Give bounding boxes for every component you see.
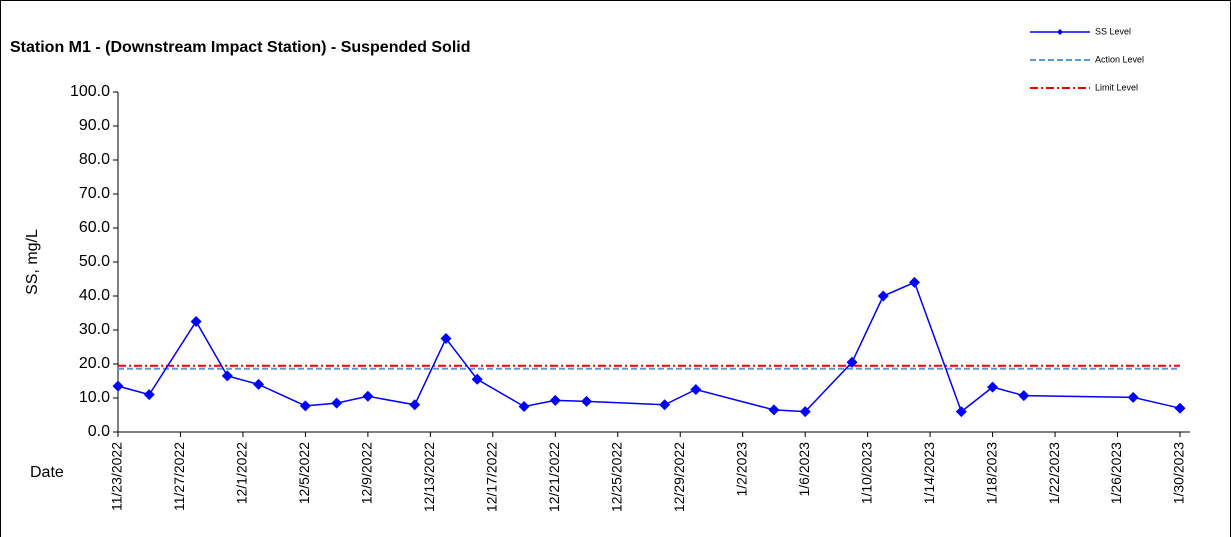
x-tick-label: 1/22/2023 [1046, 442, 1062, 504]
legend-marker [1057, 29, 1063, 35]
legend-label: SS Level [1095, 26, 1131, 36]
y-tick-label: 0.0 [88, 423, 110, 440]
x-tick-label: 11/23/2022 [109, 442, 125, 511]
x-tick-label: 12/17/2022 [484, 442, 500, 512]
chart-title: Station M1 - (Downstream Impact Station)… [10, 39, 470, 56]
data-point [221, 370, 233, 382]
data-point [659, 399, 671, 411]
data-point [518, 401, 530, 412]
data-point [909, 276, 920, 288]
x-axis-label: Date [30, 464, 64, 481]
y-tick-label: 80.0 [79, 151, 110, 168]
data-point [1127, 391, 1139, 403]
data-point [768, 404, 780, 416]
legend-label: Action Level [1095, 54, 1144, 64]
x-tick-label: 12/21/2022 [546, 442, 562, 512]
data-point [299, 400, 311, 412]
data-point [440, 333, 452, 344]
data-point [471, 373, 483, 385]
y-tick-label: 20.0 [79, 355, 110, 372]
y-tick-label: 10.0 [79, 389, 110, 406]
data-point [846, 356, 858, 368]
data-point [799, 406, 811, 418]
x-tick-label: 12/13/2022 [421, 442, 437, 512]
data-point [112, 380, 124, 392]
x-tick-label: 1/6/2023 [796, 442, 812, 497]
y-tick-label: 100.0 [70, 83, 110, 100]
data-point [877, 290, 889, 302]
data-point [549, 394, 561, 406]
data-point [362, 390, 374, 402]
data-point [690, 384, 702, 395]
x-tick-label: 12/29/2022 [671, 442, 687, 512]
x-tick-label: 1/10/2023 [858, 442, 874, 504]
x-tick-label: 12/25/2022 [608, 442, 624, 512]
data-point [955, 406, 967, 418]
legend-label: Limit Level [1095, 82, 1138, 92]
data-point [987, 381, 999, 393]
y-tick-label: 50.0 [79, 253, 110, 270]
data-point [253, 378, 265, 390]
y-tick-label: 70.0 [79, 185, 110, 202]
x-tick-label: 12/1/2022 [234, 442, 250, 504]
data-line [117, 281, 1181, 413]
data-point [409, 399, 421, 411]
x-tick-label: 1/30/2023 [1171, 442, 1187, 504]
y-tick-label: 40.0 [79, 287, 110, 304]
data-point [1174, 402, 1186, 414]
y-axis-label: SS, mg/L [24, 229, 41, 295]
data-point [331, 397, 343, 409]
y-tick-label: 60.0 [79, 219, 110, 236]
x-tick-label: 11/27/2022 [171, 442, 187, 511]
data-point [581, 395, 593, 407]
x-tick-label: 1/2/2023 [733, 442, 749, 497]
x-tick-label: 1/18/2023 [983, 442, 999, 504]
x-tick-label: 1/26/2023 [1108, 442, 1124, 504]
x-tick-label: 1/14/2023 [921, 442, 937, 504]
x-tick-label: 12/9/2022 [359, 442, 375, 504]
data-point [143, 389, 155, 401]
y-tick-label: 90.0 [79, 117, 110, 134]
data-point [1018, 390, 1030, 402]
x-tick-label: 12/5/2022 [296, 442, 312, 504]
data-point [190, 316, 202, 327]
y-tick-label: 30.0 [79, 321, 110, 338]
